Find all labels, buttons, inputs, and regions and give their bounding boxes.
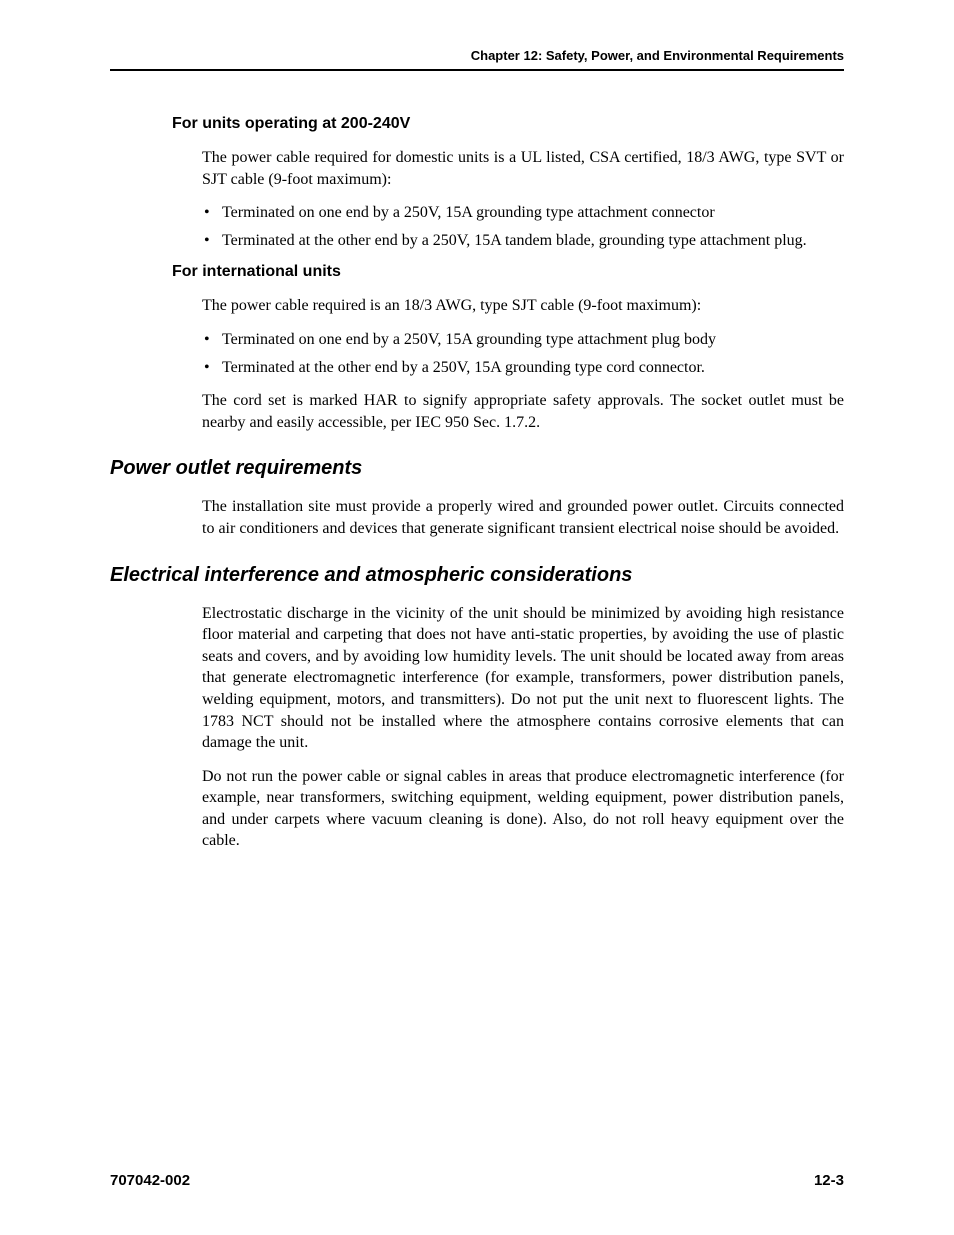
body-paragraph: The power cable required for domestic un… [202,147,844,190]
running-header: Chapter 12: Safety, Power, and Environme… [110,48,844,71]
body-paragraph: Electrostatic discharge in the vicinity … [202,603,844,754]
bullet-item: Terminated at the other end by a 250V, 1… [202,357,844,379]
body-paragraph: The installation site must provide a pro… [202,496,844,539]
subheading-200-240v: For units operating at 200-240V [172,115,844,133]
body-paragraph: Do not run the power cable or signal cab… [202,766,844,852]
heading-electrical-interference: Electrical interference and atmospheric … [110,564,844,587]
body-paragraph: The power cable required is an 18/3 AWG,… [202,295,844,317]
heading-power-outlet: Power outlet requirements [110,457,844,480]
page-footer: 707042-002 12-3 [110,1172,844,1189]
bullet-list: Terminated on one end by a 250V, 15A gro… [202,202,844,251]
bullet-item: Terminated at the other end by a 250V, 1… [202,230,844,252]
bullet-list: Terminated on one end by a 250V, 15A gro… [202,329,844,378]
subheading-international: For international units [172,263,844,281]
footer-page-number: 12-3 [814,1172,844,1189]
bullet-item: Terminated on one end by a 250V, 15A gro… [202,202,844,224]
footer-doc-number: 707042-002 [110,1172,190,1189]
body-paragraph: The cord set is marked HAR to signify ap… [202,390,844,433]
bullet-item: Terminated on one end by a 250V, 15A gro… [202,329,844,351]
